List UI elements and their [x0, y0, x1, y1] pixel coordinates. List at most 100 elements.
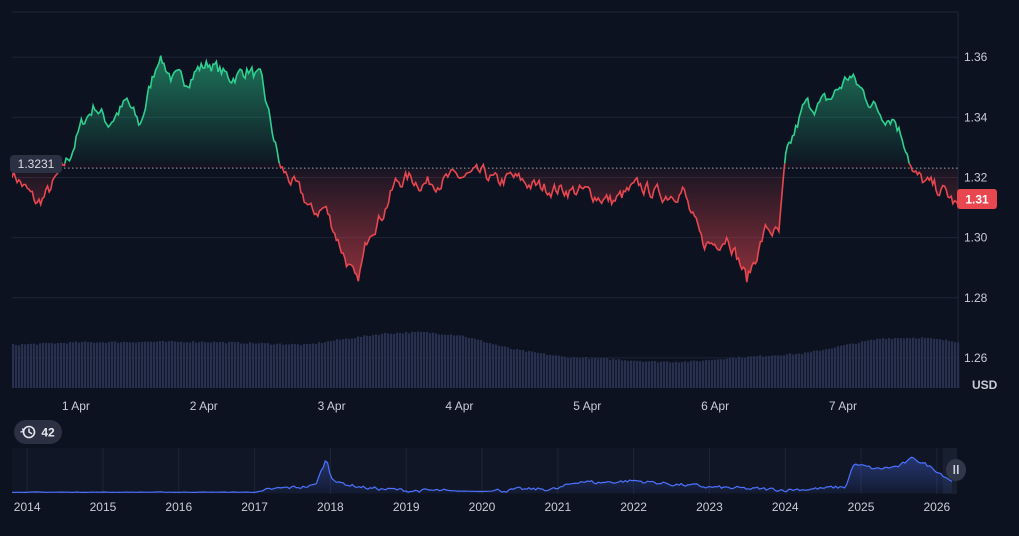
volume-bar	[687, 362, 690, 388]
volume-bar	[627, 360, 630, 388]
navigator-tick-label: 2016	[165, 500, 192, 514]
volume-bar	[30, 343, 33, 388]
volume-bar	[285, 344, 288, 388]
volume-bar	[132, 342, 135, 388]
volume-bar	[438, 334, 441, 388]
volume-bar	[36, 344, 39, 388]
volume-bar	[585, 357, 588, 388]
range-navigator[interactable]: 2014 2015 2016 2017 2018 2019 2020 2021 2022 2023…	[11, 448, 966, 514]
x-tick-label: 2 Apr	[190, 399, 218, 413]
volume-bar	[636, 361, 639, 388]
volume-bar	[624, 360, 627, 388]
volume-bar	[690, 360, 693, 388]
volume-bar	[546, 355, 549, 388]
volume-bar	[570, 357, 573, 388]
volume-bar	[918, 338, 921, 388]
volume-bar	[300, 345, 303, 388]
volume-bar	[375, 334, 378, 388]
volume-bar	[516, 349, 519, 388]
volume-bar	[948, 340, 951, 388]
volume-bar	[729, 357, 732, 388]
volume-bar	[654, 361, 657, 388]
volume-bar	[204, 342, 207, 388]
volume-bar	[408, 333, 411, 388]
history-count: 42	[41, 426, 55, 440]
navigator-handle[interactable]	[946, 459, 966, 481]
volume-bar	[360, 336, 363, 388]
volume-bar	[108, 342, 111, 388]
volume-bar	[267, 343, 270, 388]
volume-bar	[498, 345, 501, 388]
volume-bar	[423, 332, 426, 388]
volume-bar	[456, 335, 459, 388]
volume-bar	[111, 341, 114, 388]
volume-bar	[630, 360, 633, 388]
volume-bar	[648, 361, 651, 388]
volume-bar	[450, 334, 453, 388]
x-axis: 1 Apr 2 Apr 3 Apr 4 Apr 5 Apr 6 Apr 7 Apr	[62, 399, 857, 413]
volume-bar	[852, 343, 855, 388]
volume-bar	[945, 339, 948, 388]
volume-bar	[483, 342, 486, 388]
volume-bar	[786, 354, 789, 388]
volume-bar	[489, 343, 492, 388]
navigator-tick-label: 2024	[772, 500, 799, 514]
volume-bar	[363, 335, 366, 388]
volume-bar	[369, 336, 372, 388]
volume-bar	[156, 341, 159, 388]
volume-bar	[582, 357, 585, 388]
volume-bar	[921, 337, 924, 388]
volume-bar	[552, 355, 555, 388]
volume-bar	[135, 342, 138, 388]
volume-bar	[345, 338, 348, 388]
volume-bar	[615, 359, 618, 388]
history-icon	[20, 425, 36, 439]
history-badge[interactable]: 42	[14, 420, 62, 444]
volume-bar	[645, 361, 648, 388]
volume-bar	[102, 342, 105, 388]
volume-bar	[891, 338, 894, 388]
volume-bar	[177, 342, 180, 388]
y-tick-label: 1.30	[964, 231, 988, 245]
volume-bar	[141, 341, 144, 388]
volume-bar	[144, 341, 147, 388]
volume-bar	[792, 354, 795, 388]
volume-bar	[414, 332, 417, 388]
volume-bar	[216, 342, 219, 388]
volume-bar	[288, 344, 291, 388]
volume-bar	[837, 346, 840, 388]
volume-bar	[933, 338, 936, 388]
volume-bar	[426, 332, 429, 388]
volume-bar	[165, 341, 168, 388]
volume-bar	[828, 348, 831, 388]
volume-bar	[504, 346, 507, 388]
volume-bar	[279, 343, 282, 388]
y-tick-label: 1.36	[964, 50, 988, 64]
y-tick-label: 1.26	[964, 351, 988, 365]
volume-bar	[930, 338, 933, 388]
baseline-badge: 1.3231	[10, 155, 62, 173]
volume-bar	[528, 350, 531, 388]
volume-bar	[447, 335, 450, 388]
volume-bar	[639, 361, 642, 388]
volume-bar	[591, 357, 594, 388]
volume-bar	[159, 341, 162, 388]
volume-bar	[321, 343, 324, 388]
volume-bar	[747, 356, 750, 388]
volume-bar	[468, 338, 471, 388]
volume-bar	[66, 343, 69, 388]
volume-bar	[957, 342, 960, 388]
navigator-tick-label: 2025	[848, 500, 875, 514]
volume-bar	[99, 342, 102, 388]
volume-bar	[681, 362, 684, 388]
volume-bar	[297, 344, 300, 388]
volume-bar	[45, 342, 48, 388]
volume-bar	[696, 360, 699, 388]
currency-label: USD	[972, 378, 998, 392]
volume-bar	[879, 338, 882, 388]
volume-bar	[192, 341, 195, 388]
volume-bar	[522, 350, 525, 388]
volume-bar	[894, 338, 897, 388]
volume-bar	[312, 343, 315, 388]
volume-bar	[75, 341, 78, 388]
